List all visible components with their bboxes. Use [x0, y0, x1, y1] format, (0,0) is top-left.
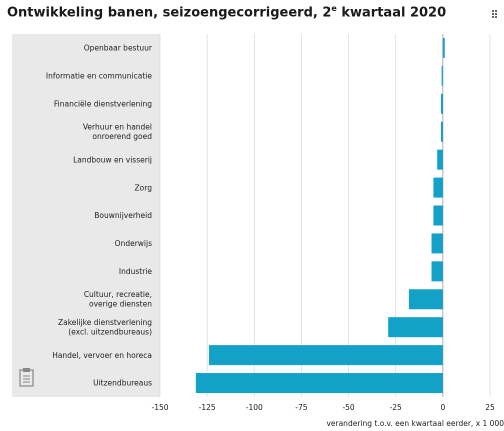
category-label: Financiële dienstverlening [54, 100, 152, 109]
x-tick-label: -100 [246, 403, 263, 412]
category-label: Zakelijke dienstverlening (excl. uitzendb… [58, 318, 152, 337]
x-tick-label: -125 [199, 403, 216, 412]
x-tick-label: 0 [440, 403, 445, 412]
x-tick-label: 25 [485, 403, 495, 412]
bar [440, 93, 443, 114]
bar [442, 37, 445, 58]
category-label: Openbaar bestuur [84, 44, 153, 53]
x-tick-label: -75 [295, 403, 307, 412]
bar [431, 233, 443, 254]
bar [408, 289, 443, 310]
category-label: Informatie en communicatie [46, 72, 152, 81]
category-label: Bouwnijverheid [94, 211, 152, 220]
export-icon[interactable] [492, 10, 500, 22]
category-label: Verhuur en handel onroerend goed [83, 123, 152, 142]
bars [195, 37, 445, 394]
chart-title: Ontwikkeling banen, seizoengecorrigeerd,… [7, 4, 447, 21]
bar [195, 373, 443, 394]
bar [437, 149, 443, 170]
bar [440, 121, 443, 142]
x-tick-labels: -150 -125 -100 -75 -50 -25 0 25 [151, 403, 495, 412]
category-label: Onderwijs [115, 239, 152, 248]
x-tick-label: -50 [342, 403, 354, 412]
category-panel [12, 34, 160, 397]
bar [388, 317, 443, 338]
category-label: Uitzendbureaus [93, 379, 152, 388]
bar [431, 261, 443, 282]
bar [441, 65, 443, 86]
category-labels: Openbaar bestuur Informatie en communicat… [46, 44, 153, 388]
category-label: Industrie [119, 267, 152, 276]
bar [209, 345, 443, 366]
category-label: Zorg [135, 183, 153, 192]
x-axis-label: verandering t.o.v. een kwartaal eerder, … [326, 419, 504, 428]
bar [433, 177, 443, 198]
clipboard-icon[interactable] [19, 368, 34, 387]
category-label: Handel, vervoer en horeca [52, 351, 152, 360]
category-label: Cultuur, recreatie, overige diensten [84, 290, 152, 309]
bar [433, 205, 443, 226]
category-label: Landbouw en visserij [73, 155, 152, 164]
x-tick-label: -25 [390, 403, 402, 412]
x-tick-label: -150 [151, 403, 168, 412]
